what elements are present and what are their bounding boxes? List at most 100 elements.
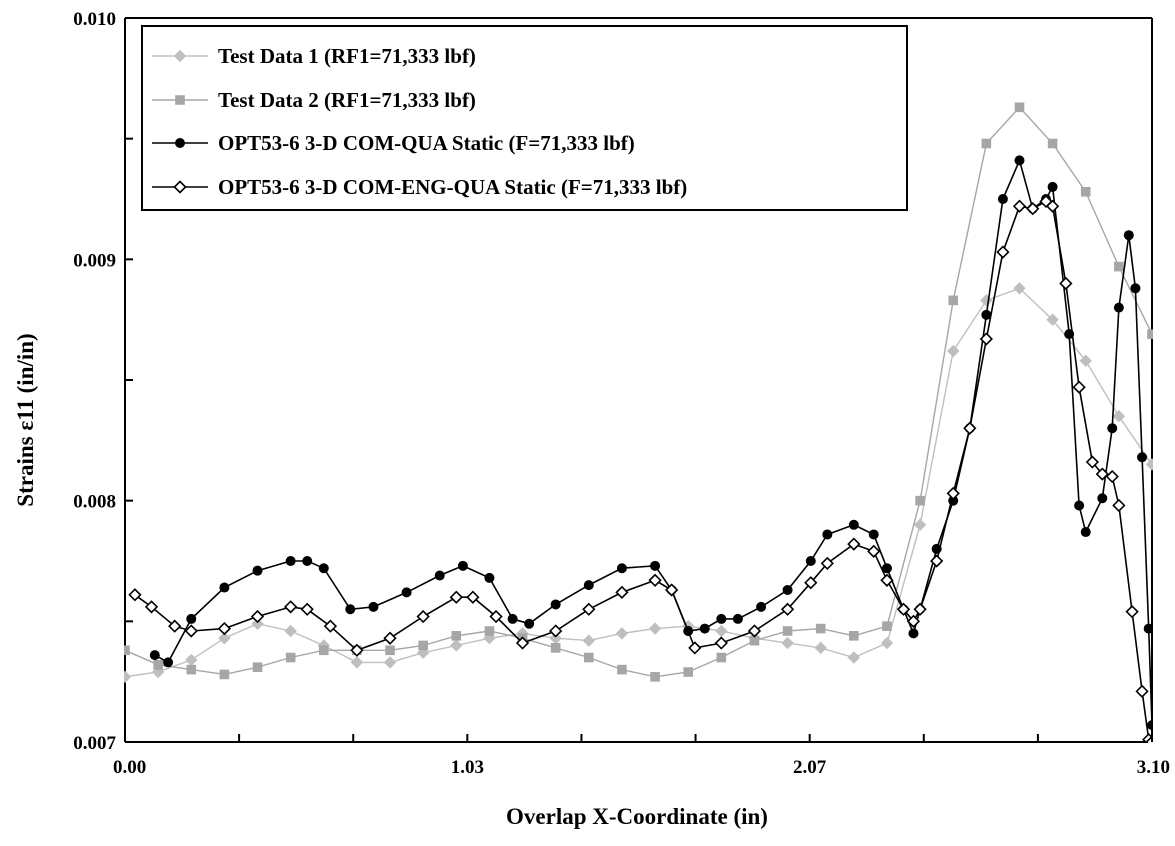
- data-point-square: [252, 662, 263, 672]
- data-point-open-diamond: [963, 421, 977, 435]
- data-point-diamond: [124, 670, 132, 684]
- data-point-open-diamond: [615, 585, 629, 600]
- data-point-square: [550, 643, 561, 653]
- data-point-circle: [868, 529, 879, 540]
- data-point-open-diamond: [466, 590, 480, 604]
- data-point-square: [285, 652, 296, 663]
- data-point-circle: [1097, 493, 1108, 504]
- data-point-open-diamond: [1112, 498, 1126, 513]
- data-point-open-diamond: [515, 636, 530, 650]
- data-point-open-diamond: [996, 245, 1010, 259]
- series-1: [124, 282, 1153, 684]
- data-point-open-diamond: [946, 486, 960, 501]
- data-point-diamond: [1112, 409, 1126, 423]
- data-point-circle: [822, 529, 833, 540]
- data-point-open-diamond: [1045, 199, 1060, 213]
- data-point-diamond: [947, 344, 960, 358]
- legend: Test Data 1 (RF1=71,333 lbf) Test Data 2 …: [141, 25, 908, 211]
- data-point-circle: [252, 565, 263, 576]
- data-point-open-diamond: [1125, 605, 1139, 619]
- data-point-diamond: [1145, 458, 1153, 471]
- series-line: [124, 106, 1153, 678]
- series-line: [134, 200, 1153, 743]
- data-point-square: [318, 645, 329, 656]
- data-point-circle: [285, 556, 296, 566]
- series-line: [154, 157, 1153, 726]
- data-point-circle: [318, 563, 329, 574]
- data-point-diamond: [582, 634, 596, 647]
- data-point-open-diamond: [867, 544, 881, 558]
- data-point-circle: [699, 623, 710, 634]
- data-point-square: [683, 667, 693, 677]
- data-point-open-diamond: [979, 332, 993, 346]
- data-point-square: [716, 652, 727, 663]
- data-point-open-diamond: [688, 641, 702, 655]
- data-point-open-diamond: [217, 621, 232, 636]
- data-point-square: [219, 669, 230, 680]
- data-point-circle: [848, 519, 859, 530]
- data-point-diamond: [1079, 354, 1092, 367]
- data-point-circle: [1080, 527, 1091, 538]
- data-point-diamond: [251, 617, 264, 630]
- series-4: [128, 194, 1153, 743]
- data-point-open-diamond: [1135, 684, 1149, 698]
- data-point-square: [882, 621, 892, 631]
- data-point-open-diamond: [906, 614, 921, 628]
- data-point-circle: [457, 560, 468, 571]
- x-tick-label: 0.00: [113, 757, 146, 778]
- data-point-open-diamond: [1012, 199, 1027, 213]
- legend-label: Test Data 1 (RF1=71,333 lbf): [218, 44, 476, 68]
- y-tick-label: 0.010: [73, 9, 116, 30]
- data-point-open-diamond: [820, 556, 834, 571]
- data-point-circle: [782, 584, 793, 595]
- data-point-circle: [1113, 302, 1124, 313]
- data-point-square: [418, 640, 428, 651]
- legend-item-1: Test Data 1 (RF1=71,333 lbf): [152, 44, 476, 68]
- data-point-square: [153, 659, 163, 670]
- data-point-square: [484, 626, 495, 636]
- data-point-square: [948, 295, 959, 306]
- data-point-diamond: [880, 636, 894, 650]
- data-point-circle: [1137, 452, 1148, 463]
- data-point-square: [1047, 138, 1058, 149]
- data-point-circle: [550, 599, 561, 610]
- data-point-circle: [650, 560, 661, 571]
- data-point-circle: [524, 618, 535, 629]
- y-tick-label: 0.007: [73, 733, 116, 754]
- data-point-circle: [401, 587, 412, 598]
- data-point-open-diamond: [1095, 467, 1109, 481]
- data-point-square: [915, 495, 925, 506]
- data-point-circle: [163, 657, 174, 668]
- data-point-circle: [756, 601, 767, 612]
- x-tick-label: 2.07: [793, 757, 827, 778]
- data-point-circle: [1107, 423, 1118, 434]
- data-point-circle: [583, 580, 594, 591]
- data-point-circle: [805, 556, 816, 566]
- data-point-square: [815, 623, 826, 634]
- data-point-square: [650, 672, 660, 682]
- data-point-circle: [716, 613, 727, 624]
- x-axis-title: Overlap X-Coordinate (in): [506, 804, 768, 829]
- data-point-open-diamond: [323, 619, 338, 633]
- data-point-diamond: [284, 624, 297, 638]
- legend-label: Test Data 2 (RF1=71,333 lbf): [218, 88, 476, 112]
- data-point-diamond: [185, 653, 198, 667]
- data-point-open-diamond: [648, 573, 662, 587]
- data-point-diamond: [715, 624, 728, 638]
- data-point-diamond: [781, 636, 794, 650]
- data-point-circle: [368, 601, 379, 612]
- data-point-diamond: [350, 656, 364, 669]
- data-point-circle: [175, 138, 185, 148]
- data-point-open-diamond: [747, 624, 762, 638]
- data-point-open-diamond: [489, 609, 503, 624]
- data-point-diamond: [847, 651, 861, 664]
- data-point-diamond: [1046, 313, 1059, 326]
- data-point-circle: [908, 628, 919, 639]
- data-point-open-diamond: [168, 619, 182, 633]
- y-tick-label: 0.008: [73, 492, 116, 513]
- data-point-square: [1147, 329, 1153, 339]
- data-point-diamond: [913, 518, 927, 532]
- data-point-circle: [1047, 181, 1058, 192]
